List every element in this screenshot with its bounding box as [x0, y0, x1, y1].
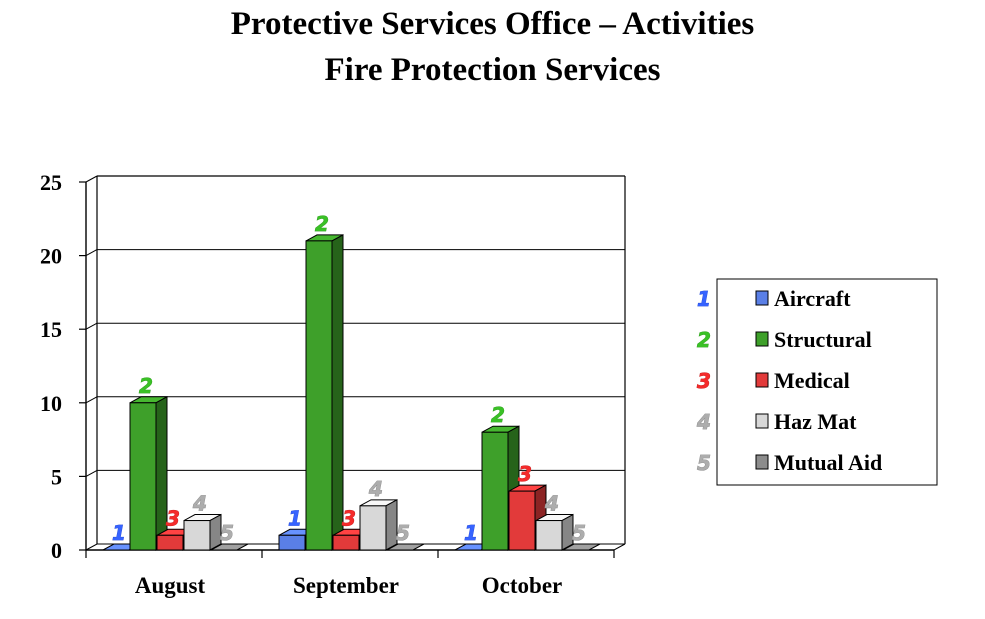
bar	[156, 534, 184, 551]
y-tick-label: 5	[51, 464, 62, 489]
gridline-side	[85, 322, 98, 330]
x-category-label: August	[135, 573, 206, 598]
y-tick-label: 15	[40, 317, 62, 342]
legend-swatch	[755, 331, 769, 347]
legend-number: 5	[697, 451, 711, 475]
bar	[332, 534, 360, 551]
bar-data-label: 5	[572, 521, 586, 545]
bar-top	[562, 543, 601, 551]
gridline-side	[85, 469, 98, 477]
bar-data-label: 3	[518, 462, 532, 486]
bar-data-label: 5	[396, 521, 410, 545]
bar-data-label: 3	[342, 506, 356, 530]
y-tick-label: 10	[40, 391, 62, 416]
bar-data-label: 1	[288, 506, 302, 530]
x-category-label: October	[482, 573, 562, 598]
legend-number: 3	[697, 369, 711, 393]
legend-label: Medical	[774, 368, 850, 393]
bar-data-label: 3	[166, 506, 180, 530]
legend-box	[716, 278, 938, 486]
bar-data-label: 2	[315, 212, 329, 236]
bar-data-label: 2	[491, 403, 505, 427]
gridline-side	[85, 175, 98, 183]
bar-data-label: 4	[544, 492, 559, 516]
chart-title: Protective Services Office – Activities	[230, 6, 755, 42]
bar-top	[210, 543, 249, 551]
bar	[359, 505, 387, 551]
bar	[481, 431, 509, 551]
y-tick-label: 0	[51, 538, 62, 563]
bar	[535, 520, 563, 551]
legend-swatch	[755, 413, 769, 429]
legend-number: 4	[696, 410, 711, 434]
legend-number: 2	[697, 328, 711, 352]
bar-side	[331, 234, 344, 551]
bar-data-label: 1	[464, 521, 478, 545]
legend-label: Mutual Aid	[774, 450, 882, 475]
y-tick-label: 20	[40, 244, 62, 269]
bar-data-label: 4	[368, 477, 383, 501]
bar-data-label: 4	[192, 492, 207, 516]
legend-label: Haz Mat	[774, 409, 857, 434]
legend-label: Aircraft	[774, 286, 851, 311]
legend-number: 1	[697, 287, 711, 311]
y-tick-label: 25	[40, 170, 62, 195]
bar	[129, 402, 157, 551]
bar	[278, 534, 306, 551]
legend-swatch	[755, 290, 769, 306]
bar	[305, 240, 333, 551]
bar-top	[386, 543, 425, 551]
bar-data-label: 2	[139, 374, 153, 398]
bar	[508, 490, 536, 551]
legend-swatch	[755, 454, 769, 470]
gridline-side	[85, 249, 98, 257]
legend-swatch	[755, 372, 769, 388]
legend-label: Structural	[774, 327, 872, 352]
bar-data-label: 1	[112, 521, 126, 545]
bar	[183, 520, 211, 551]
bar-data-label: 5	[220, 521, 234, 545]
x-category-label: September	[293, 573, 399, 598]
chart-subtitle: Fire Protection Services	[324, 52, 661, 88]
gridline-side	[85, 396, 98, 404]
